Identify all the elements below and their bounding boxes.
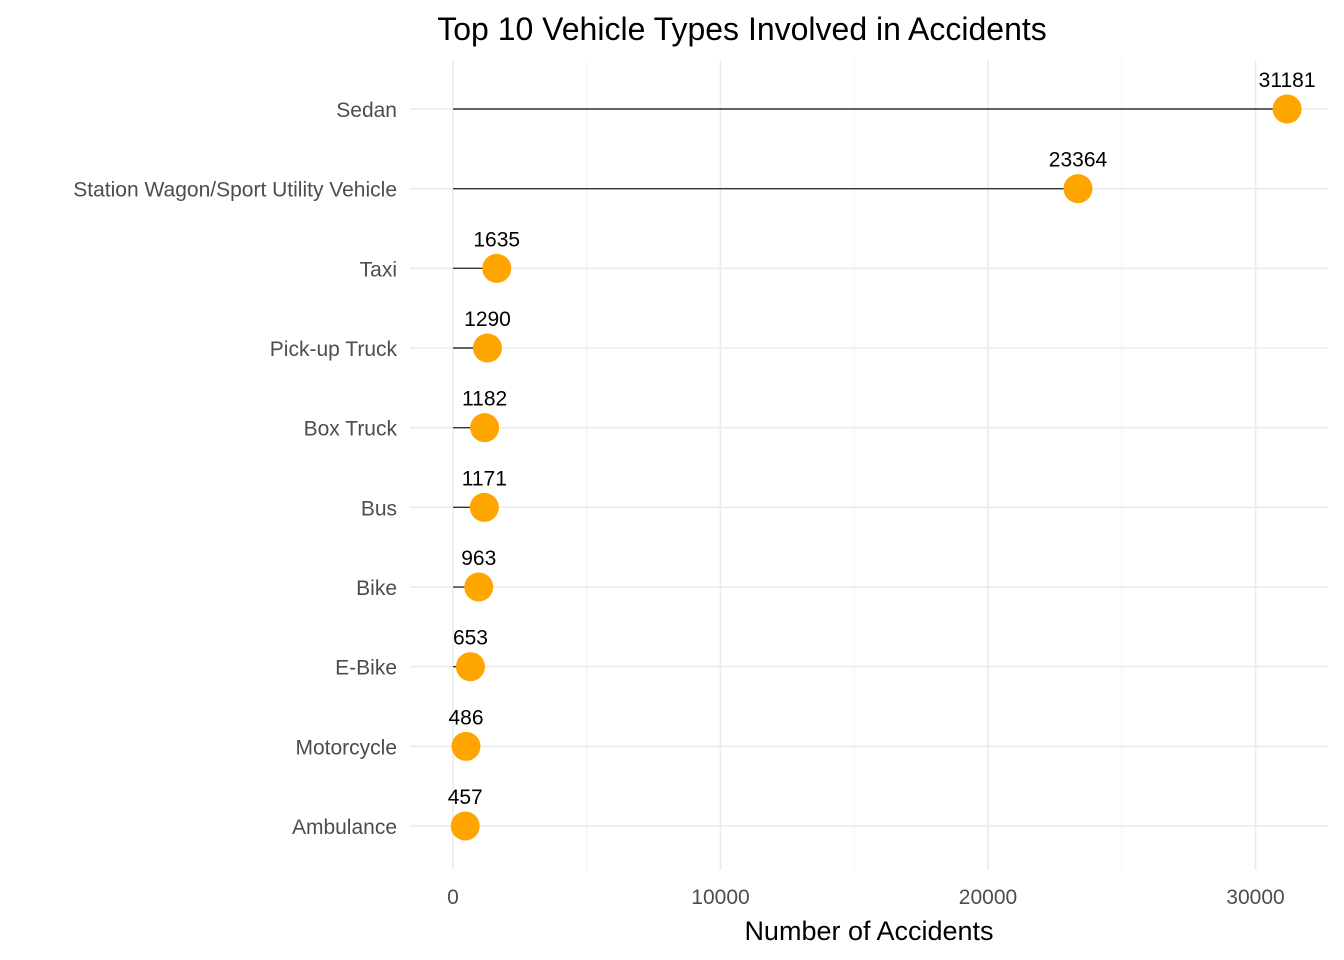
data-point [450,811,480,841]
y-tick-label: Box Truck [304,418,398,441]
data-point [455,652,485,682]
value-label: 23364 [1049,149,1108,172]
data-point [473,333,503,363]
value-label: 31181 [1259,69,1316,92]
y-tick-label: Ambulance [292,816,397,839]
points [450,94,1302,841]
y-tick-label: Pick-up Truck [270,338,398,361]
data-point [482,253,512,283]
chart-title: Top 10 Vehicle Types Involved in Acciden… [437,11,1047,47]
data-point [470,413,500,443]
y-tick-label: Bike [356,577,397,600]
data-point [464,572,494,602]
value-label: 653 [453,627,488,650]
value-labels: 31181 23364 1635 1290 1182 1171 963 653 486 457 [448,69,1316,809]
y-tick-label: Sedan [336,99,397,122]
value-label: 457 [448,786,483,809]
x-tick-label: 20000 [959,886,1017,909]
x-axis-label: Number of Accidents [744,916,993,946]
y-tick-label: Bus [361,497,397,520]
value-label: 1635 [473,228,520,251]
value-label: 1171 [462,467,507,490]
data-point [1272,94,1302,124]
grid [410,60,1328,870]
data-point [469,492,499,522]
value-label: 486 [448,706,483,729]
value-label: 963 [461,547,496,570]
y-tick-label: Station Wagon/Sport Utility Vehicle [73,179,397,202]
value-label: 1182 [462,388,507,411]
x-tick-label: 30000 [1226,886,1284,909]
x-tick-label: 0 [447,886,459,909]
data-point [451,731,481,761]
data-point [1063,174,1093,204]
y-tick-label: Motorcycle [295,736,397,759]
y-tick-label: E-Bike [335,657,397,680]
y-tick-label: Taxi [360,258,397,281]
stems [453,108,1288,827]
x-axis-ticks: 0 10000 20000 30000 [447,886,1285,909]
y-axis-ticks: Sedan Station Wagon/Sport Utility Vehicle… [73,99,397,839]
value-label: 1290 [464,308,511,331]
x-tick-label: 10000 [691,886,749,909]
